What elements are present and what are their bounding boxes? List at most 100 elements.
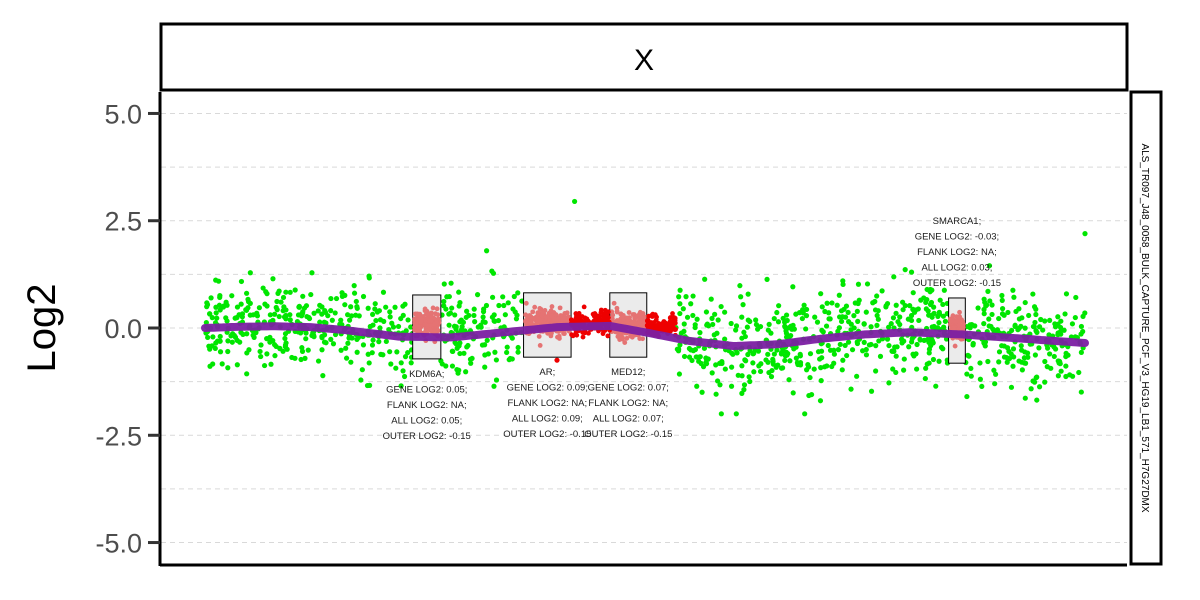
data-point [884, 336, 891, 342]
data-point [766, 369, 772, 376]
data-point [1032, 319, 1038, 326]
data-point [893, 302, 899, 308]
data-point [257, 348, 263, 355]
gene-point [637, 309, 643, 315]
data-point [351, 290, 358, 296]
data-point [922, 375, 928, 382]
data-point [349, 335, 355, 341]
data-point [1063, 353, 1069, 360]
data-point [234, 304, 241, 310]
data-point [921, 337, 927, 344]
data-point [692, 324, 698, 331]
data-point [464, 308, 470, 314]
data-point [829, 300, 835, 306]
data-point [317, 302, 323, 308]
gene-point [609, 309, 615, 315]
gene-point [429, 314, 435, 320]
data-point [694, 316, 700, 322]
data-point [840, 357, 846, 363]
data-point [906, 344, 912, 350]
data-point [908, 269, 915, 275]
flank-point [581, 304, 587, 310]
data-point [1040, 327, 1046, 333]
data-point [941, 324, 947, 330]
data-point [993, 371, 999, 377]
data-point [739, 363, 745, 369]
gene-point [523, 300, 529, 306]
gene-point [537, 317, 543, 323]
data-point [356, 313, 362, 319]
data-point [239, 311, 246, 317]
data-point [264, 291, 270, 297]
flank-point [605, 315, 610, 321]
data-point [929, 312, 935, 318]
data-point [739, 314, 745, 320]
gene-point [957, 309, 962, 315]
data-point [504, 349, 510, 356]
data-point [354, 303, 360, 310]
data-point [209, 315, 215, 321]
data-point [468, 360, 474, 366]
data-point [744, 324, 750, 330]
gene-point [627, 315, 632, 320]
data-point [676, 294, 682, 300]
data-point [287, 312, 293, 318]
data-point [251, 334, 257, 340]
data-point [1061, 327, 1067, 333]
data-point [703, 355, 709, 361]
data-point [733, 411, 739, 417]
data-point [916, 317, 922, 324]
data-point [1010, 346, 1017, 352]
data-point [360, 293, 367, 300]
data-point [854, 308, 860, 314]
data-point [217, 293, 223, 299]
data-point [737, 283, 743, 289]
data-point [818, 378, 824, 384]
data-point [765, 351, 771, 357]
gene-point [611, 300, 617, 306]
data-point [483, 302, 490, 309]
data-point [304, 313, 310, 320]
flank-point [573, 318, 579, 324]
flank-point [591, 313, 597, 319]
data-point [238, 278, 245, 285]
data-point [940, 313, 947, 319]
data-point [722, 309, 728, 315]
data-point [840, 281, 846, 288]
data-point [738, 294, 744, 300]
data-point [456, 303, 462, 309]
gene-annotation-line: GENE LOG2: -0.03; [915, 231, 999, 242]
data-point [873, 368, 879, 374]
data-point [515, 290, 521, 296]
flank-point [670, 324, 676, 330]
data-point [1052, 321, 1058, 327]
data-point [348, 304, 354, 310]
data-point [365, 305, 371, 311]
data-point [478, 324, 484, 330]
data-point [863, 352, 870, 358]
data-point [994, 327, 1001, 333]
data-point [490, 270, 497, 276]
data-point [911, 309, 918, 315]
gene-point [432, 321, 437, 327]
data-point [321, 319, 327, 325]
data-point [784, 317, 790, 324]
gene-annotation-line: KDM6A; [409, 369, 444, 380]
data-point [1078, 349, 1084, 356]
flank-point [667, 315, 673, 321]
gene-annotation-line: GENE LOG2: 0.09; [507, 383, 588, 394]
outlier-point [572, 198, 578, 205]
data-point [1004, 354, 1010, 361]
data-point [905, 316, 911, 322]
flank-point [574, 332, 580, 338]
data-point [986, 323, 992, 329]
data-point [387, 314, 393, 320]
data-point [992, 381, 998, 387]
data-point [319, 347, 325, 353]
data-point [924, 361, 930, 367]
data-point [1034, 374, 1040, 380]
data-point [683, 294, 689, 300]
data-point [1069, 321, 1076, 327]
data-point [501, 302, 507, 309]
data-point [343, 355, 350, 361]
